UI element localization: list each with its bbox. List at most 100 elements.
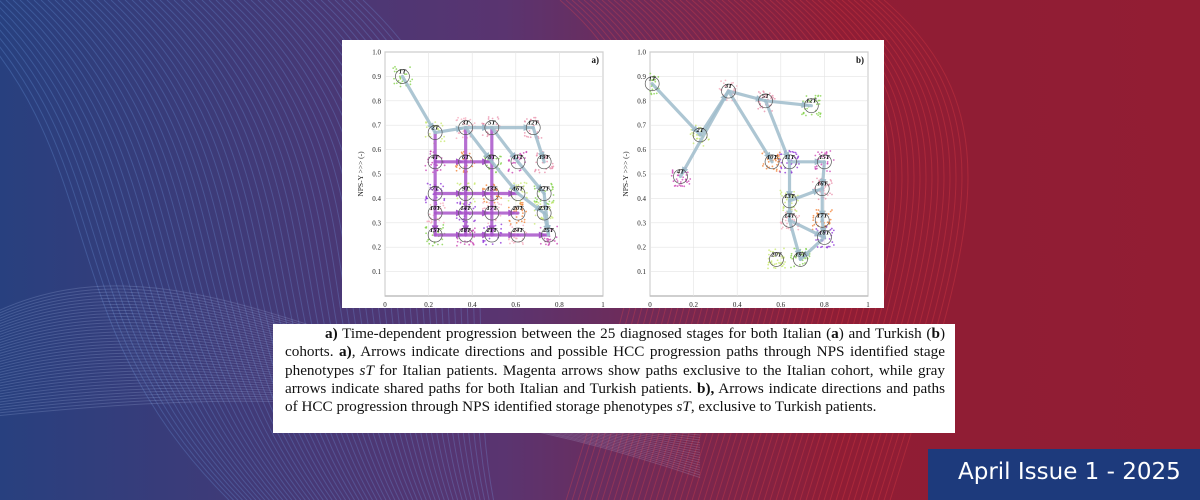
magenta-path-arrow-head: [455, 209, 464, 217]
magenta-path-arrow-head: [431, 225, 439, 233]
panel-label: a): [592, 55, 600, 65]
scatter-point: [654, 80, 657, 83]
scatter-point: [775, 170, 778, 172]
scatter-point: [675, 178, 678, 181]
scatter-point: [829, 228, 832, 231]
scatter-point: [681, 185, 684, 187]
x-tick-label: 1: [866, 301, 870, 308]
scatter-point: [679, 181, 682, 183]
stage-node-label: 17T: [817, 212, 829, 219]
scatter-point: [468, 203, 471, 206]
path-arrow-head: [819, 227, 827, 236]
scatter-point: [455, 166, 458, 169]
scatter-point: [771, 94, 774, 97]
scatter-point: [474, 219, 476, 222]
scatter-point: [528, 129, 531, 132]
scatter-point: [775, 168, 778, 171]
path-arrow-head: [794, 249, 802, 258]
scatter-point: [790, 202, 793, 205]
bg-curve-left: [89, 0, 320, 500]
scatter-point: [517, 220, 520, 222]
y-tick-label: 0.8: [372, 97, 381, 105]
scatter-point: [815, 165, 818, 168]
scatter-point: [539, 242, 542, 245]
scatter-point: [425, 201, 427, 204]
scatter-point: [655, 92, 658, 95]
path-arrow-head: [801, 250, 810, 259]
scatter-point: [781, 265, 784, 267]
scatter-point: [486, 133, 489, 136]
scatter-point: [518, 169, 521, 172]
scatter-point: [829, 192, 831, 195]
bg-curve-left: [110, 0, 333, 500]
y-tick-label: 0.3: [637, 219, 646, 227]
scatter-point: [497, 118, 500, 120]
scatter-point: [824, 192, 826, 195]
scatter-point: [823, 156, 826, 159]
stage-node-circle: [536, 205, 552, 221]
scatter-point: [817, 215, 819, 218]
scatter-point: [816, 103, 818, 106]
scatter-point: [791, 257, 794, 260]
scatter-point: [771, 165, 774, 168]
scatter-point: [467, 182, 470, 185]
scatter-point: [779, 221, 782, 224]
scatter-point: [517, 156, 520, 159]
scatter-point: [780, 262, 782, 264]
scatter-point: [555, 236, 558, 239]
magenta-path-arrow-head: [482, 158, 490, 166]
scatter-point: [820, 246, 822, 249]
scatter-point: [443, 199, 446, 202]
scatter-point: [526, 192, 528, 194]
gray-path-arrow-head: [535, 183, 543, 192]
scatter-point: [827, 213, 830, 215]
scatter-point: [708, 138, 710, 141]
bg-curve-left: [0, 7, 257, 500]
scatter-point: [430, 221, 432, 224]
scatter-point: [828, 222, 831, 225]
stage-node-circle: [458, 186, 474, 201]
scatter-point: [456, 182, 459, 185]
scatter-point: [780, 227, 783, 230]
scatter-point: [500, 203, 503, 206]
scatter-point: [544, 190, 547, 192]
scatter-point: [515, 208, 518, 211]
scatter-point: [781, 257, 784, 259]
scatter-point: [684, 178, 687, 181]
scatter-point: [670, 174, 673, 177]
scatter-point: [393, 70, 396, 73]
stage-node-circle: [458, 120, 474, 135]
bg-curve-left: [54, 0, 297, 500]
scatter-point: [534, 197, 537, 199]
scatter-point: [483, 200, 486, 203]
scatter-point: [768, 249, 770, 252]
scatter-point: [815, 209, 818, 211]
scatter-point: [801, 253, 804, 256]
scatter-point: [832, 229, 835, 232]
scatter-point: [473, 200, 476, 203]
stage-node-label: 18T: [460, 227, 472, 234]
scatter-point: [522, 185, 525, 187]
scatter-point: [795, 214, 798, 217]
scatter-point: [522, 152, 525, 154]
scatter-point: [455, 137, 458, 140]
scatter-point: [811, 224, 814, 227]
bg-curve-left: [0, 21, 248, 500]
scatter-point: [551, 165, 553, 168]
scatter-point: [774, 158, 776, 161]
scatter-point: [793, 265, 796, 268]
scatter-point: [494, 219, 497, 222]
scatter-point: [441, 243, 444, 246]
scatter-point: [549, 206, 552, 209]
scatter-point: [515, 184, 518, 187]
scatter-point: [397, 79, 400, 82]
scatter-point: [828, 245, 831, 248]
bg-curve-left: [138, 0, 351, 500]
scatter-point: [456, 237, 459, 240]
scatter-point: [692, 142, 695, 145]
scatter-point: [549, 217, 552, 220]
scatter-point: [459, 202, 462, 205]
scatter-point: [455, 169, 458, 172]
chart-a: 0 0.2 0.4 0.6 0.8 1 0.1 0.2 0.3 0.4 0.5 0.6 0.7 0.8 0.…: [356, 49, 605, 321]
magenta-path-arrow-head: [462, 225, 470, 233]
